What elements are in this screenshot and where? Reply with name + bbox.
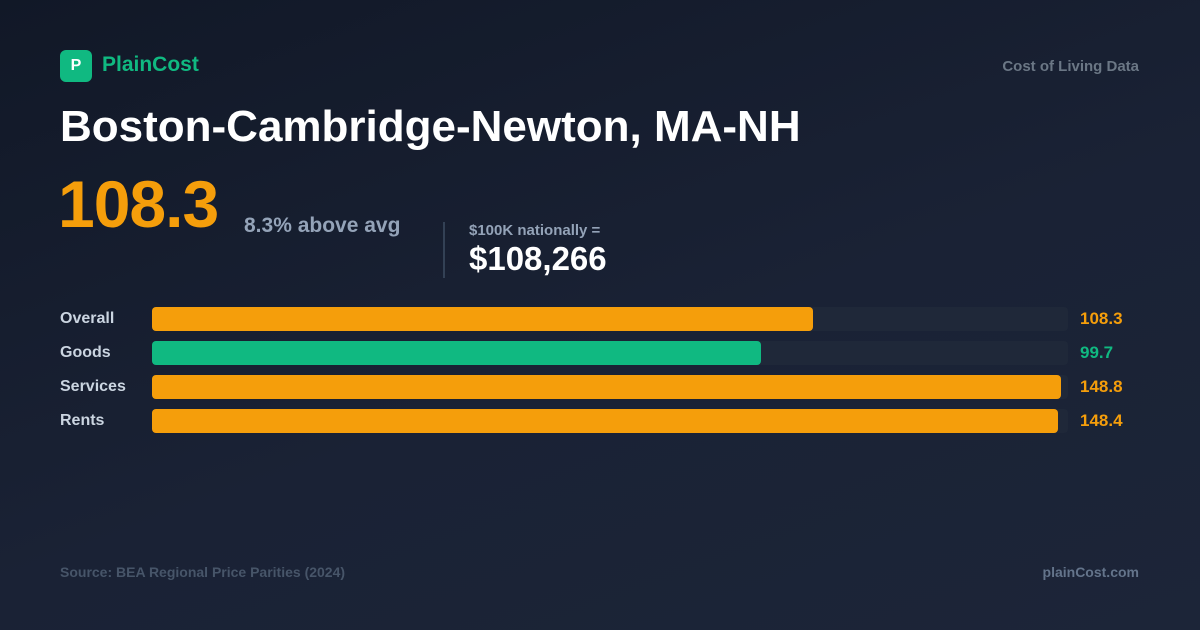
value-label: 99.7: [1080, 343, 1114, 362]
category-label: Goods: [60, 344, 111, 361]
logo: P: [60, 50, 92, 82]
title: Boston-Cambridge-Newton, MA-NH: [60, 102, 801, 151]
equivalent-label: $100K nationally =: [469, 222, 601, 239]
value-label: 148.4: [1080, 411, 1123, 430]
bar-track: [152, 375, 1068, 399]
site-url: plainCost.com: [1042, 564, 1139, 580]
value-label: 148.8: [1080, 377, 1123, 396]
bar-track: [152, 307, 1068, 331]
source: Source: BEA Regional Price Parities (202…: [60, 564, 346, 580]
equivalent-value: $108,266: [469, 240, 607, 277]
comparison: 8.3% above avg: [244, 214, 401, 237]
value-label: 108.3: [1080, 309, 1123, 328]
index-value: 108.3: [58, 167, 219, 241]
divider: [443, 222, 445, 278]
bar: [152, 307, 814, 331]
bar-track: [152, 341, 1068, 365]
category-label: Rents: [60, 412, 105, 429]
tagline: Cost of Living Data: [1002, 58, 1139, 75]
bar: [152, 341, 761, 365]
category-label: Overall: [60, 310, 115, 327]
bar: [152, 375, 1061, 399]
brand: PlainCost: [102, 53, 199, 76]
category-label: Services: [60, 378, 126, 395]
bar: [152, 409, 1059, 433]
bar-track: [152, 409, 1068, 433]
